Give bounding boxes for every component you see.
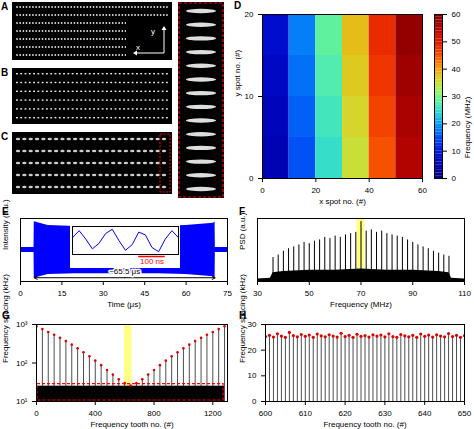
svg-text:50: 50: [452, 37, 461, 46]
svg-text:800: 800: [147, 409, 161, 418]
svg-text:Frequency (MHz): Frequency (MHz): [463, 96, 472, 158]
svg-text:x spot no. (#): x spot no. (#): [319, 197, 366, 206]
svg-text:30: 30: [452, 92, 461, 101]
svg-text:40: 40: [365, 186, 374, 195]
svg-text:0: 0: [18, 289, 23, 298]
svg-text:15: 15: [57, 289, 66, 298]
svg-text:0: 0: [249, 174, 254, 183]
svg-text:Frequency tooth no. (#): Frequency tooth no. (#): [323, 420, 406, 429]
svg-text:650: 650: [458, 409, 472, 418]
svg-text:10³: 10³: [16, 320, 28, 329]
svg-text:75: 75: [223, 289, 232, 298]
svg-text:0: 0: [452, 174, 457, 183]
svg-text:0: 0: [252, 397, 257, 406]
svg-text:90: 90: [408, 289, 417, 298]
svg-text:Frequency spacing (kHz): Frequency spacing (kHz): [1, 274, 10, 363]
svg-text:0: 0: [260, 186, 265, 195]
svg-text:640: 640: [418, 409, 432, 418]
svg-text:60: 60: [182, 289, 191, 298]
svg-text:60: 60: [418, 186, 427, 195]
svg-text:30: 30: [99, 289, 108, 298]
svg-text:10: 10: [245, 92, 254, 101]
svg-text:Frequency (MHz): Frequency (MHz): [330, 300, 392, 309]
svg-text:20: 20: [452, 119, 461, 128]
svg-text:10: 10: [248, 371, 257, 380]
svg-text:1200: 1200: [204, 409, 222, 418]
svg-text:30: 30: [253, 289, 262, 298]
svg-text:Intensity (a.u.): Intensity (a.u.): [1, 199, 10, 250]
svg-text:10: 10: [452, 147, 461, 156]
svg-text:Time (μs): Time (μs): [107, 300, 141, 309]
svg-text:45: 45: [140, 289, 149, 298]
svg-text:Frequency spacing (kHz): Frequency spacing (kHz): [238, 274, 247, 363]
svg-text:20: 20: [311, 186, 320, 195]
svg-text:70: 70: [357, 289, 366, 298]
svg-text:600: 600: [259, 409, 273, 418]
svg-text:60: 60: [452, 10, 461, 19]
svg-text:630: 630: [378, 409, 392, 418]
svg-text:620: 620: [338, 409, 352, 418]
svg-text:50: 50: [305, 289, 314, 298]
svg-text:PSD (a.u.): PSD (a.u.): [238, 212, 247, 250]
svg-text:20: 20: [245, 10, 254, 19]
svg-text:10¹: 10¹: [16, 397, 28, 406]
svg-text:610: 610: [299, 409, 313, 418]
svg-text:y spot no. (#): y spot no. (#): [233, 49, 242, 96]
svg-text:100 ns: 100 ns: [140, 257, 164, 266]
svg-text:10²: 10²: [16, 359, 28, 368]
svg-text:40: 40: [452, 65, 461, 74]
svg-text:Frequency tooth no. (#): Frequency tooth no. (#): [90, 420, 173, 429]
svg-text:30: 30: [248, 320, 257, 329]
svg-text:20: 20: [248, 346, 257, 355]
svg-text:400: 400: [89, 409, 103, 418]
svg-text:~65.5 μs: ~65.5 μs: [109, 267, 140, 276]
svg-text:x: x: [136, 43, 140, 52]
svg-text:110: 110: [458, 289, 471, 298]
svg-text:y: y: [151, 27, 155, 36]
svg-text:0: 0: [34, 409, 39, 418]
